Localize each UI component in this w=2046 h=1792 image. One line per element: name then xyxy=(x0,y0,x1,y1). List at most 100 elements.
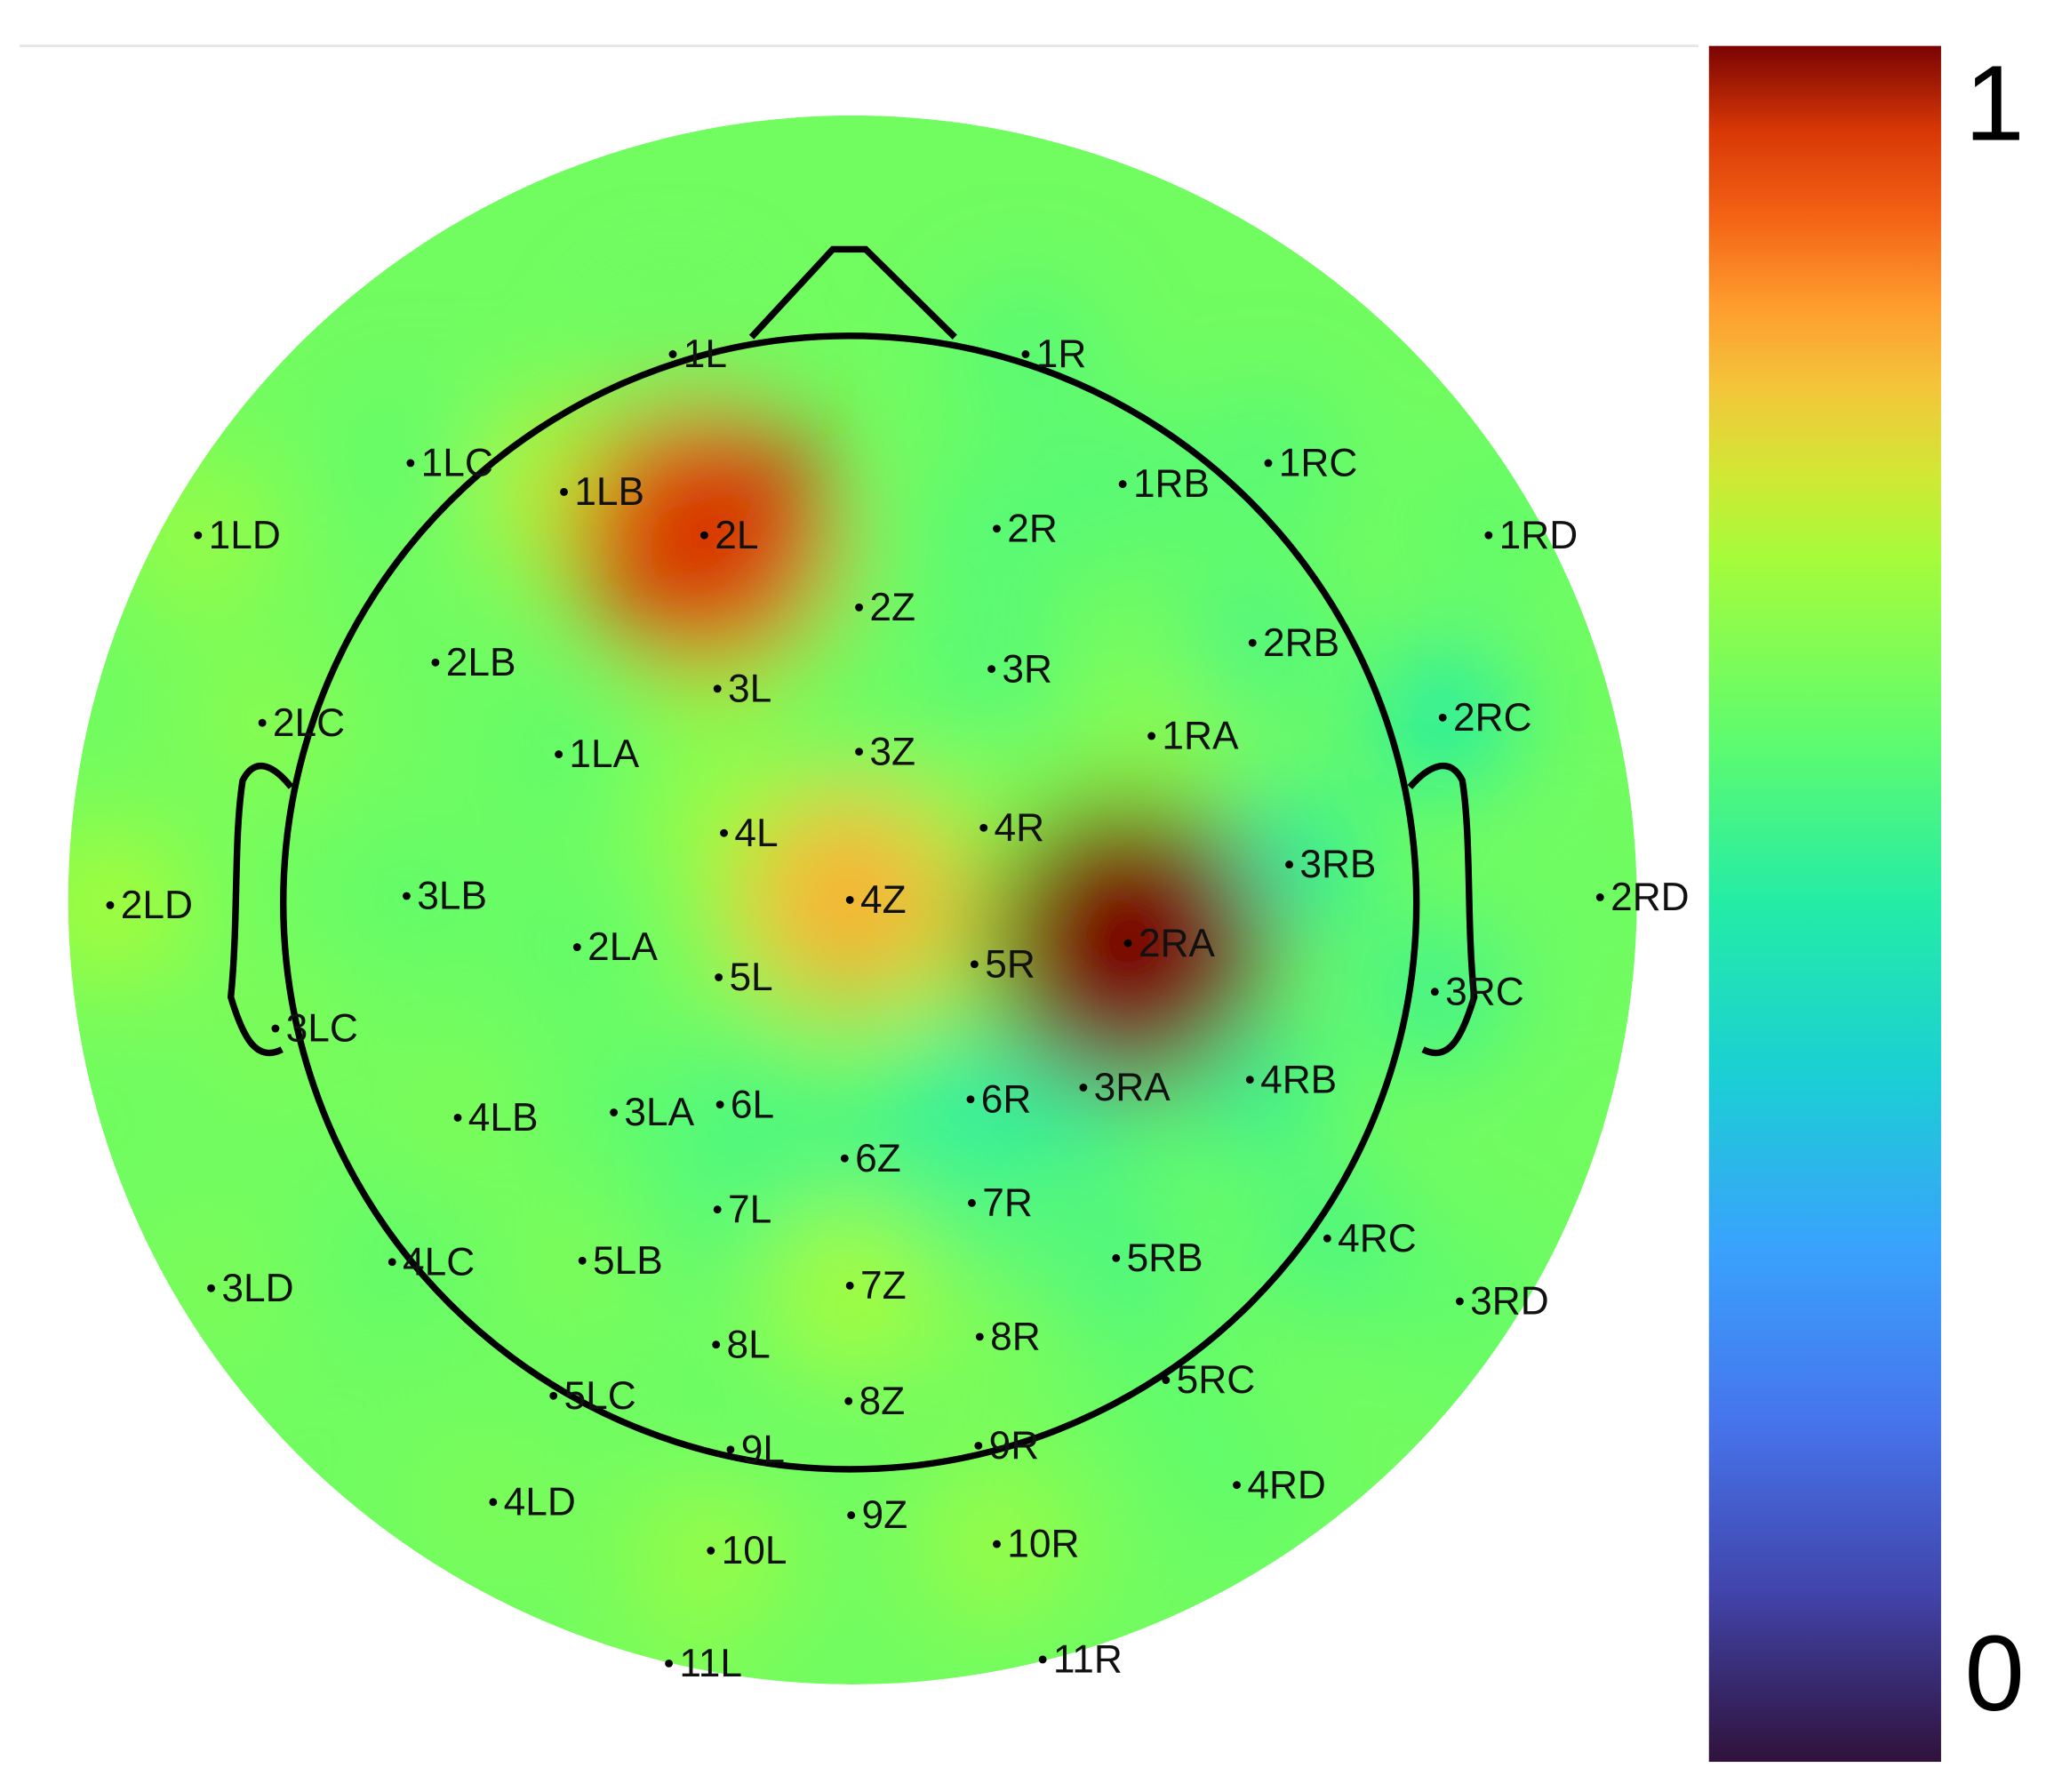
head xyxy=(280,332,1420,1473)
electrode-dot xyxy=(974,1441,983,1450)
electrode-label: 10L xyxy=(722,1529,787,1572)
electrode-dot xyxy=(975,1332,984,1341)
electrode-dot xyxy=(968,1198,976,1207)
electrode-label: 6R xyxy=(981,1077,1032,1121)
electrode-label: 2RC xyxy=(1453,696,1532,740)
electrode-label: 2L xyxy=(715,514,758,557)
electrode-label: 2LD xyxy=(121,884,193,927)
electrode-dot xyxy=(572,943,581,951)
electrode-dot xyxy=(979,823,988,832)
electrode-dot xyxy=(726,1445,735,1454)
electrode-dot xyxy=(1021,350,1030,358)
electrode-label: 5RC xyxy=(1177,1358,1256,1402)
electrode-dot xyxy=(1595,893,1604,901)
electrode-dot xyxy=(1079,1084,1088,1092)
head-outline xyxy=(227,245,1478,1473)
electrode-dot xyxy=(847,1511,856,1520)
electrode-dot xyxy=(993,524,1001,533)
electrode-label: 1LC xyxy=(421,442,493,485)
nose xyxy=(748,245,957,340)
electrode-label: 1RC xyxy=(1279,442,1358,485)
electrode-label: 3LC xyxy=(286,1007,358,1051)
electrode-dot xyxy=(1233,1481,1241,1490)
electrode-label: 6Z xyxy=(855,1137,901,1180)
electrode-dot xyxy=(715,1100,724,1109)
electrode-label: 4RB xyxy=(1260,1058,1337,1101)
right-ear xyxy=(1407,762,1478,1057)
colorbar-tick-label: 0 xyxy=(1965,1612,2025,1733)
electrode-dot xyxy=(1112,1253,1121,1262)
electrode-label: 9R xyxy=(989,1424,1040,1468)
electrode-label: 2RA xyxy=(1139,922,1216,965)
electrode-label: 3RB xyxy=(1299,843,1376,886)
electrode-dot xyxy=(1123,939,1132,948)
electrode-label: 4Z xyxy=(860,878,907,922)
electrode-dot xyxy=(403,892,411,900)
electrode-dot xyxy=(966,1095,975,1104)
electrode-dot xyxy=(845,896,854,904)
electrode-dot xyxy=(1323,1234,1331,1243)
electrode-dot xyxy=(1438,713,1447,722)
electrode-dot xyxy=(453,1113,462,1122)
electrode-dot xyxy=(720,828,728,837)
electrode-label: 1L xyxy=(683,332,727,376)
electrode-label: 2R xyxy=(1007,507,1058,550)
electrode-label: 8R xyxy=(990,1316,1041,1359)
electrode-label: 3LA xyxy=(624,1091,694,1134)
electrode-label: 11R xyxy=(1053,1638,1123,1682)
electrode-label: 2Z xyxy=(869,586,915,629)
electrode-label: 1RA xyxy=(1162,715,1239,758)
colorbar-ticks: 01 xyxy=(1965,42,2025,1733)
electrode-label: 6L xyxy=(731,1083,774,1126)
electrode-label: 1R xyxy=(1036,332,1087,376)
field xyxy=(68,115,1637,1684)
electrode-dot xyxy=(1038,1655,1047,1664)
electrode-dot xyxy=(1264,459,1273,468)
electrode-dot xyxy=(578,1256,587,1265)
electrode-label: 7L xyxy=(728,1188,771,1231)
electrode-label: 3RA xyxy=(1094,1066,1171,1109)
electrode-dot xyxy=(1118,480,1127,489)
electrode-label: 11L xyxy=(679,1642,742,1685)
electrode-dot xyxy=(258,718,267,727)
electrode-label: 10R xyxy=(1007,1523,1079,1566)
electrode-dot xyxy=(970,960,979,969)
electrode-label: 2LB xyxy=(446,641,516,684)
electrode-label: 9L xyxy=(741,1428,785,1471)
electrode-label: 2RD xyxy=(1610,876,1690,919)
electrode-label: 3RC xyxy=(1445,970,1524,1013)
electrode-label: 2RB xyxy=(1263,621,1339,665)
electrode-label: 3R xyxy=(1002,647,1052,691)
electrode-dot xyxy=(1285,860,1293,869)
electrode-dot xyxy=(610,1108,619,1116)
electrode-dot xyxy=(855,603,863,612)
electrode-label: 3L xyxy=(728,667,771,710)
electrode-dot xyxy=(845,1281,854,1290)
electrode-dot xyxy=(707,1547,715,1555)
electrode-label: 5RB xyxy=(1127,1236,1203,1280)
electrode-dot xyxy=(855,748,863,756)
electrode-dot xyxy=(406,459,415,468)
electrode-label: 5L xyxy=(729,956,772,999)
electrode-dot xyxy=(665,1659,674,1668)
electrode-dot xyxy=(993,1540,1001,1548)
electrode-dot xyxy=(712,1340,721,1349)
colorbar xyxy=(1708,45,1941,1763)
electrode-dot xyxy=(715,973,723,981)
electrode-label: 5LC xyxy=(564,1374,636,1418)
electrode-label: 7Z xyxy=(860,1264,907,1308)
electrode-label: 4L xyxy=(734,812,778,855)
electrode-dot xyxy=(713,684,722,693)
electrode-label: 8L xyxy=(727,1323,771,1366)
electrode-dot xyxy=(844,1396,853,1405)
electrode-dot xyxy=(194,531,203,540)
electrode-label: 2LA xyxy=(587,925,658,969)
colorbar-tick-label: 1 xyxy=(1965,42,2025,163)
electrode-label: 3LB xyxy=(417,875,487,918)
electrode-label: 5LB xyxy=(593,1239,663,1283)
electrode-dot xyxy=(668,350,677,358)
electrode-label: 1LA xyxy=(569,732,639,776)
electrode-dot xyxy=(549,1391,558,1400)
electrode-dot xyxy=(560,488,568,496)
